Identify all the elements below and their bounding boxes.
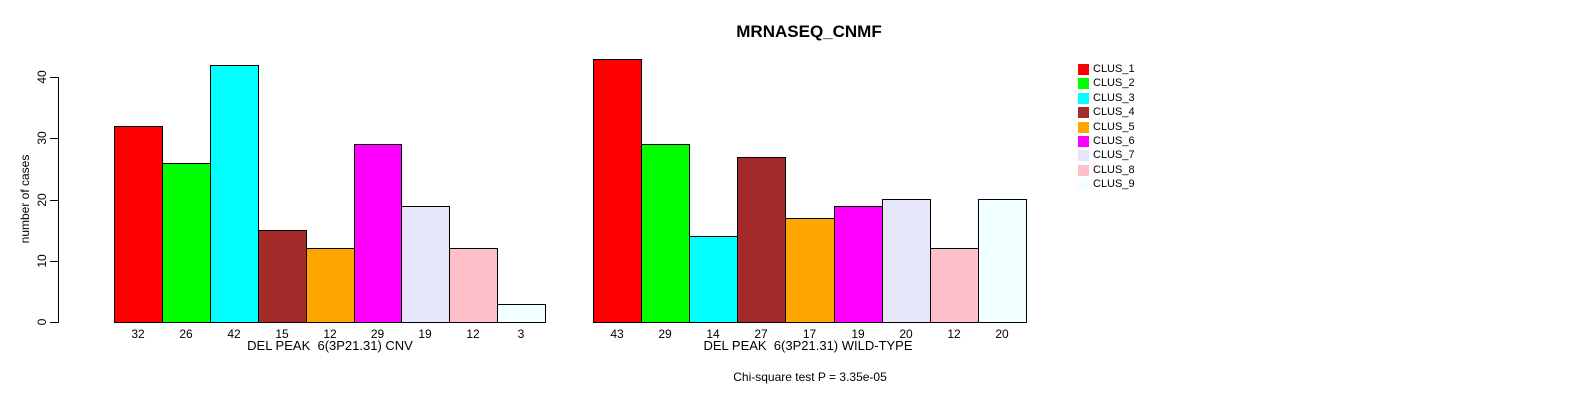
- bar: [785, 218, 835, 323]
- bar: [114, 126, 163, 323]
- bar-value-label: 27: [754, 327, 768, 341]
- legend-swatch: [1078, 150, 1089, 161]
- y-axis-label: number of cases: [18, 154, 32, 244]
- bar: [258, 230, 307, 323]
- bar-value-label: 15: [275, 327, 289, 341]
- legend-label: CLUS_8: [1093, 164, 1135, 176]
- y-tick: [50, 322, 58, 323]
- right-x-axis-title: DEL PEAK 6(3P21.31) WILD-TYPE: [703, 338, 913, 353]
- left-x-axis-title: DEL PEAK 6(3P21.31) CNV: [247, 338, 413, 353]
- legend-label: CLUS_2: [1093, 77, 1135, 89]
- y-tick-label: 0: [35, 318, 49, 326]
- bar-value-label: 12: [947, 327, 961, 341]
- legend-swatch: [1078, 93, 1089, 104]
- bar-value-label: 20: [899, 327, 913, 341]
- bar: [930, 248, 979, 323]
- bar-value-label: 12: [323, 327, 337, 341]
- bar-value-label: 42: [227, 327, 241, 341]
- bar: [737, 157, 786, 323]
- bar: [449, 248, 498, 323]
- bar: [978, 199, 1027, 323]
- bar-value-label: 12: [466, 327, 480, 341]
- bar-value-label: 29: [658, 327, 672, 341]
- legend-label: CLUS_3: [1093, 92, 1135, 104]
- legend-label: CLUS_5: [1093, 121, 1135, 133]
- bar-value-label: 3: [517, 327, 525, 341]
- bar: [641, 144, 690, 323]
- y-tick-label: 10: [35, 254, 49, 268]
- bar: [162, 163, 211, 323]
- y-tick: [50, 77, 58, 78]
- bar: [689, 236, 738, 323]
- bar: [354, 144, 402, 323]
- bar: [401, 206, 450, 323]
- bar: [306, 248, 355, 323]
- y-tick-label: 30: [35, 131, 49, 145]
- legend-swatch: [1078, 64, 1089, 75]
- chart-title: MRNASEQ_CNMF: [736, 22, 882, 41]
- legend-swatch: [1078, 165, 1089, 176]
- legend-swatch: [1078, 136, 1089, 147]
- legend-label: CLUS_6: [1093, 135, 1135, 147]
- legend-label: CLUS_9: [1093, 178, 1135, 190]
- y-tick: [50, 261, 58, 262]
- bar-value-label: 43: [610, 327, 624, 341]
- bar: [882, 199, 931, 323]
- bar-value-label: 20: [995, 327, 1009, 341]
- bar-value-label: 26: [179, 327, 193, 341]
- bar: [497, 304, 546, 323]
- legend-label: CLUS_7: [1093, 149, 1135, 161]
- legend-label: CLUS_1: [1093, 63, 1135, 75]
- chi-square-note: Chi-square test P = 3.35e-05: [733, 370, 887, 384]
- legend-swatch: [1078, 107, 1089, 118]
- bar: [210, 65, 259, 323]
- bar-value-label: 17: [802, 327, 817, 341]
- y-axis-line: [58, 77, 59, 323]
- y-tick-label: 40: [35, 70, 49, 84]
- y-tick: [50, 138, 58, 139]
- legend-swatch: [1078, 179, 1089, 190]
- bar: [834, 206, 883, 323]
- y-tick: [50, 200, 58, 201]
- bar-value-label: 32: [131, 327, 145, 341]
- legend-swatch: [1078, 122, 1089, 133]
- bar-value-label: 19: [418, 327, 432, 341]
- bar: [593, 59, 642, 323]
- bar-value-label: 14: [706, 327, 720, 341]
- bar-value-label: 29: [370, 327, 385, 341]
- legend-label: CLUS_4: [1093, 106, 1135, 118]
- bar-value-label: 19: [851, 327, 865, 341]
- legend-swatch: [1078, 78, 1089, 89]
- y-tick-label: 20: [35, 193, 49, 207]
